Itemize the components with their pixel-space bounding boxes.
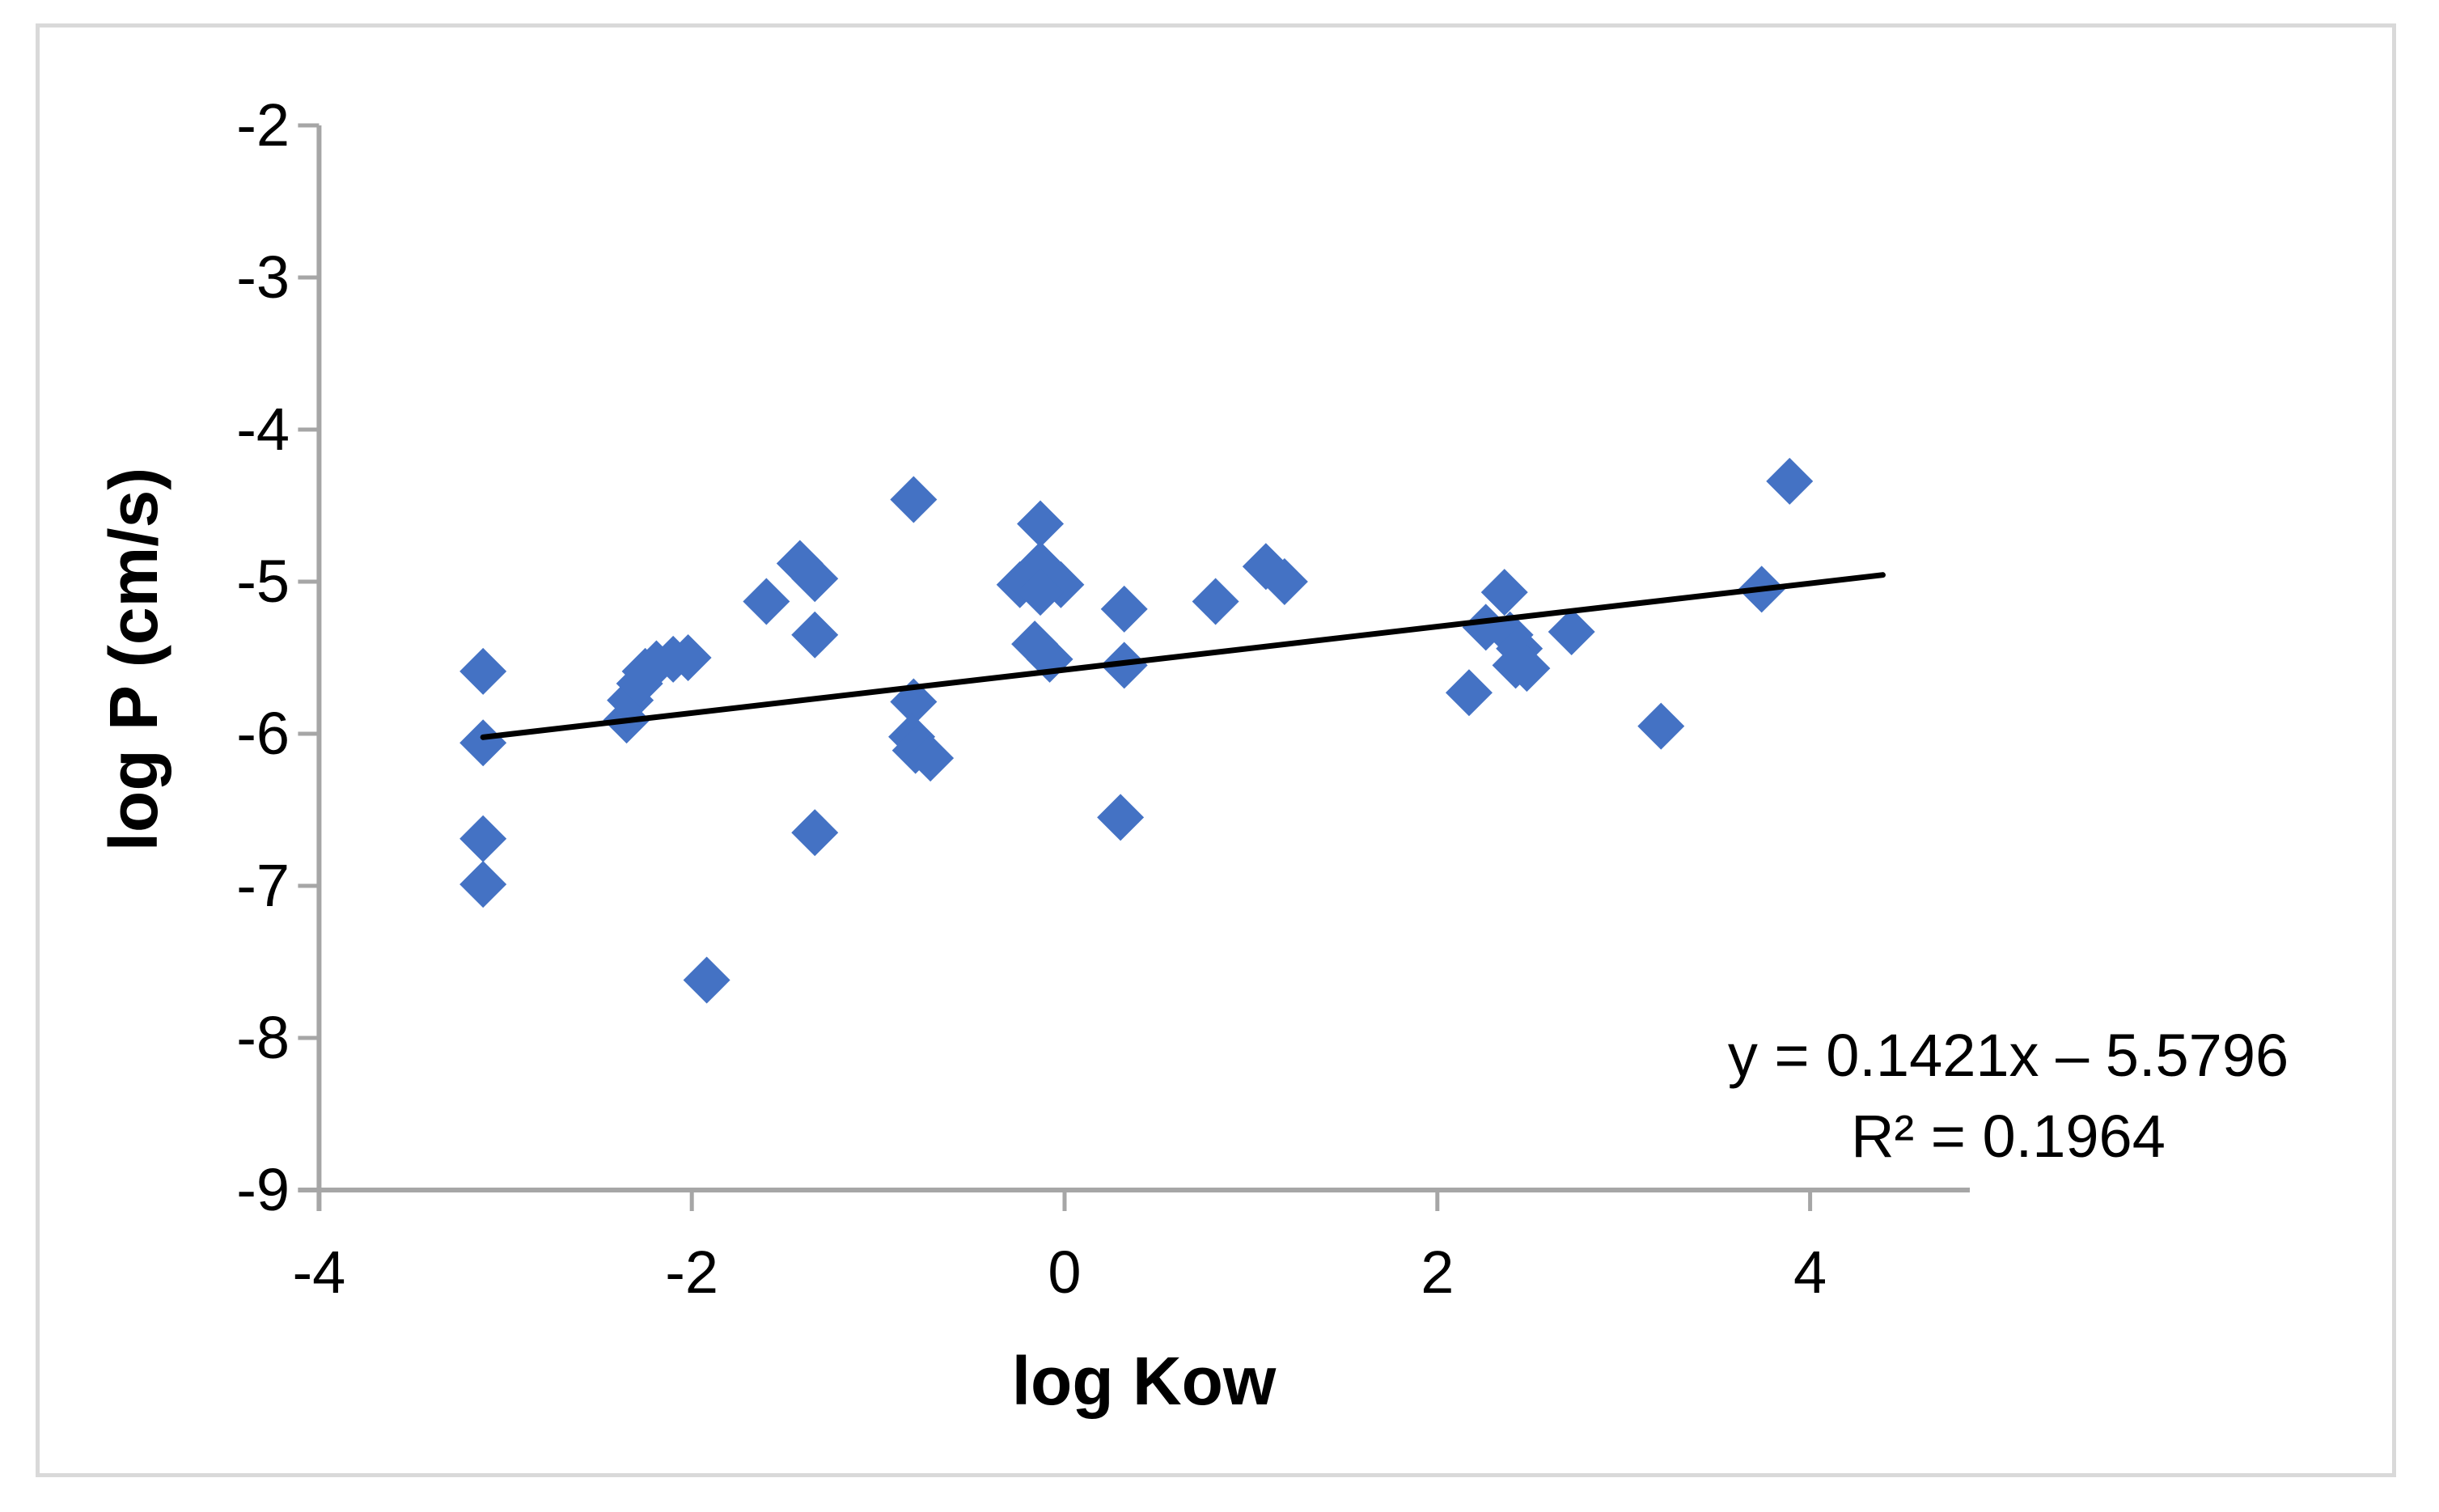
x-tick-label: -2 <box>665 1239 719 1306</box>
y-tick-label: -8 <box>236 1004 290 1071</box>
data-point-diamond <box>1548 608 1595 656</box>
x-tick-label: 4 <box>1793 1239 1827 1306</box>
data-point-diamond <box>1100 585 1148 633</box>
y-tick-label: -6 <box>236 700 290 767</box>
chart-border <box>36 23 2396 1477</box>
y-tick-label: -7 <box>236 852 290 919</box>
data-point-diamond <box>1766 457 1814 505</box>
x-tick-label: 0 <box>1048 1239 1082 1306</box>
data-point-diamond <box>791 555 839 603</box>
data-point-diamond <box>1480 569 1528 616</box>
data-point-diamond <box>1260 558 1308 605</box>
trendline-group <box>480 572 1886 740</box>
y-tick-label: -5 <box>236 548 290 615</box>
y-tick-label: -4 <box>236 396 290 463</box>
y-axis-title: log P (cm/s) <box>95 467 171 852</box>
data-points <box>459 457 1814 1004</box>
data-point-diamond <box>1192 578 1239 625</box>
data-point-diamond <box>1017 569 1065 616</box>
trendline-equation: y = 0.1421x – 5.5796 <box>1727 1022 2289 1089</box>
data-point-diamond <box>459 719 507 767</box>
data-point-diamond <box>683 956 730 1004</box>
data-point-diamond <box>664 634 712 681</box>
data-point-diamond <box>907 735 955 782</box>
data-point-diamond <box>1445 669 1493 717</box>
x-axis-title: log Kow <box>1011 1343 1277 1419</box>
data-point-diamond <box>459 647 507 695</box>
data-point-diamond <box>459 861 507 908</box>
axes <box>298 123 1970 1211</box>
trendline-annotation: y = 0.1421x – 5.5796 R² = 0.1964 <box>1707 1015 2310 1177</box>
trendline <box>480 572 1886 740</box>
data-point-diamond <box>1637 702 1685 750</box>
y-tick-label: -9 <box>236 1156 290 1223</box>
data-point-diamond <box>890 476 938 523</box>
data-point-diamond <box>1503 645 1551 692</box>
data-point-diamond <box>743 578 790 625</box>
data-point-diamond <box>459 815 507 862</box>
data-point-diamond <box>1097 794 1145 841</box>
r-squared-value: R² = 0.1964 <box>1851 1103 2166 1170</box>
x-tick-label: 2 <box>1421 1239 1455 1306</box>
data-point-diamond <box>1017 500 1065 548</box>
y-tick-label: -3 <box>236 244 290 311</box>
y-tick-label: -2 <box>236 91 290 159</box>
data-point-diamond <box>791 809 839 857</box>
data-point-diamond <box>791 611 839 659</box>
x-tick-label: -4 <box>292 1239 346 1306</box>
